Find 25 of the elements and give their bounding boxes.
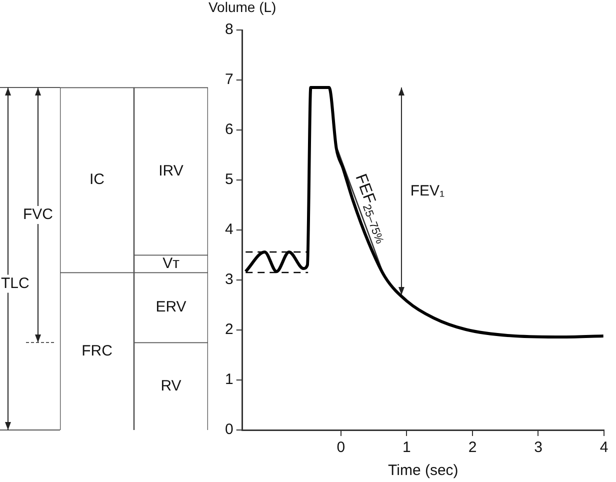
text: TLC (1, 274, 30, 292)
series-label: FRC (82, 342, 113, 360)
y-tick-label: 7 (225, 71, 234, 88)
series-label: RV (160, 377, 182, 394)
series-label: Vᴛ (162, 254, 180, 272)
y-tick-label: 3 (225, 271, 234, 288)
text: FVC (23, 206, 54, 224)
x-tick-label: 2 (468, 439, 477, 456)
y-tick-label: 4 (225, 221, 234, 238)
series-label: ERV (156, 298, 186, 316)
x-tick-label: 0 (336, 439, 346, 456)
series-label: IRV (158, 162, 184, 180)
y-tick-label: 8 (225, 21, 234, 38)
annotation: FEV₁ (410, 182, 445, 200)
x-axis-title: Time (sec) (388, 462, 458, 480)
y-tick-label: 5 (225, 171, 234, 188)
y-tick-label: 6 (225, 121, 234, 138)
y-tick-label: 1 (225, 371, 234, 388)
y-tick-label: 2 (225, 321, 234, 338)
x-tick-label: 4 (600, 439, 608, 456)
y-tick-label: 0 (225, 421, 234, 438)
x-tick-label: 1 (402, 439, 411, 456)
x-tick-label: 3 (534, 439, 542, 456)
series-label: IC (90, 171, 105, 188)
y-axis-title: Volume (L) (208, 0, 276, 15)
